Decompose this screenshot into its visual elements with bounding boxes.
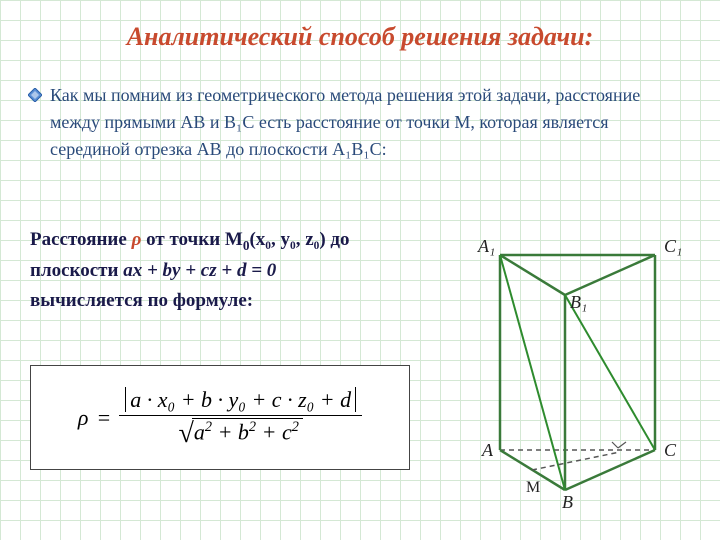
svg-text:B₁: B₁ [570, 292, 587, 312]
desc-line2-pre: плоскости [30, 260, 123, 281]
desc-post1: от точки M [141, 229, 242, 250]
svg-text:B: B [562, 492, 573, 510]
exp-a: 2 [205, 419, 212, 435]
rho-symbol: ρ [132, 229, 142, 250]
page-title: Аналитический способ решения задачи: [40, 22, 680, 52]
abs-value: a · x₀ + b · y₀ + c · z₀ + d [125, 387, 356, 412]
intro-paragraph: Как мы помним из геометрического метода … [50, 82, 670, 163]
svg-text:C₁: C₁ [664, 236, 682, 256]
desc-end1: до [326, 229, 350, 250]
distance-formula: ρ = a · x₀ + b · y₀ + c · z₀ + d a2 + b2… [78, 385, 362, 450]
svg-text:A₁: A₁ [477, 236, 495, 256]
desc-line3: вычисляется по формуле: [30, 290, 253, 311]
desc-pre: Расстояние [30, 229, 132, 250]
prism-diagram: A B C A₁ B₁ C₁ М [470, 220, 700, 510]
denom-c: c [282, 419, 292, 444]
formula-box: ρ = a · x₀ + b · y₀ + c · z₀ + d a2 + b2… [30, 365, 410, 470]
denom-a: a [194, 419, 205, 444]
plus2: + [256, 419, 282, 444]
svg-text:A: A [481, 440, 494, 460]
denom-b: b [238, 419, 249, 444]
plus1: + [212, 419, 238, 444]
formula-eq: = [96, 405, 111, 431]
exp-b: 2 [249, 419, 256, 435]
formula-lhs: ρ [78, 405, 89, 431]
formula-numerator: a · x₀ + b · y₀ + c · z₀ + d [119, 385, 362, 416]
sqrt-body: a2 + b2 + c2 [192, 418, 303, 445]
exp-c: 2 [292, 419, 299, 435]
point-coords: (x₀, y₀, z₀) [249, 229, 325, 250]
svg-text:М: М [526, 479, 540, 496]
formula-description: Расстояние ρ от точки M0(x₀, y₀, z₀) до … [30, 225, 460, 317]
plane-eq: ax + by + cz + d = 0 [123, 260, 276, 281]
svg-text:C: C [664, 440, 677, 460]
formula-denominator: a2 + b2 + c2 [173, 416, 309, 450]
bullet-icon [28, 88, 42, 102]
formula-fraction: a · x₀ + b · y₀ + c · z₀ + d a2 + b2 + c… [119, 385, 362, 450]
sqrt: a2 + b2 + c2 [179, 418, 303, 445]
